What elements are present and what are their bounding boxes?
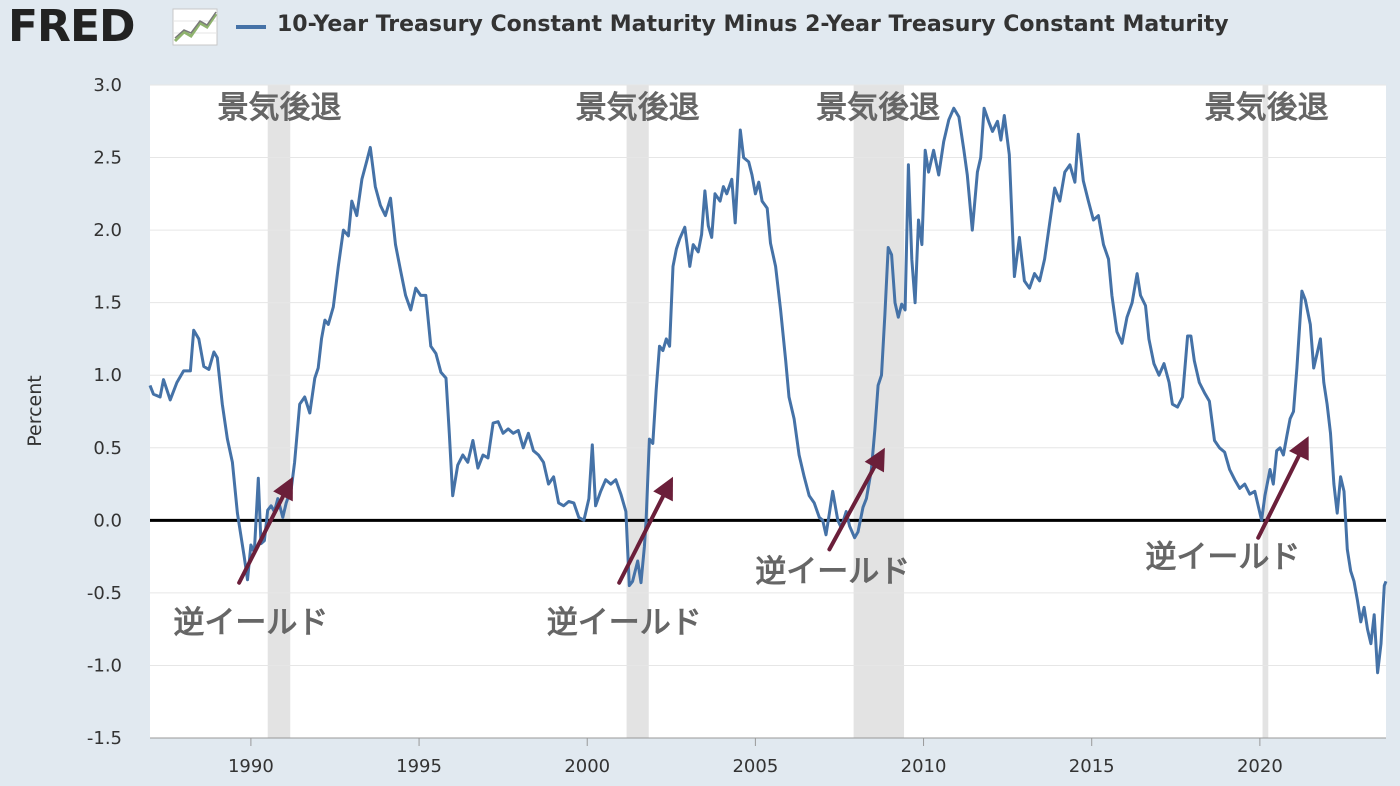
annotation-arrow-head (653, 476, 673, 502)
y-axis: -1.5 -1.0 -0.5 0.0 0.5 1.0 1.5 2.0 2.5 3.0 (87, 75, 122, 749)
y-tick-label: 2.5 (93, 148, 122, 169)
annotation-arrow-shaft (617, 494, 666, 585)
x-tick-label: 2020 (1237, 756, 1283, 777)
annotation-label: 景気後退 (816, 90, 940, 126)
y-axis-label: Percent (24, 375, 46, 447)
recession-band (853, 85, 905, 738)
chart-header: FRED 10-Year Treasury Constant Maturity … (0, 0, 1400, 60)
annotation-label: 景気後退 (576, 90, 700, 126)
recession-band (1262, 85, 1269, 738)
legend-swatch (236, 25, 266, 29)
series-lines (148, 106, 1388, 675)
annotation-arrow-head (273, 476, 293, 502)
annotation-label: 逆イールド (173, 605, 328, 641)
y-tick-label: -1.5 (87, 728, 122, 749)
x-axis: 1990 1995 2000 2005 2010 2015 2020 (150, 737, 1386, 777)
x-tick-label: 2005 (732, 756, 778, 777)
recession-bands (150, 85, 1386, 738)
annotation-arrow-head (864, 447, 885, 473)
y-tick-label: 0.5 (93, 438, 122, 459)
x-tick-label: 2015 (1069, 756, 1115, 777)
x-tick-label: 1995 (396, 756, 442, 777)
y-tick-label: -0.5 (87, 583, 122, 604)
series-line (148, 106, 1388, 675)
annotation-arrow-shaft (827, 465, 877, 552)
annotation-arrow-shaft (237, 494, 285, 585)
y-tick-label: 3.0 (93, 75, 122, 96)
fred-logo[interactable]: FRED (8, 1, 136, 52)
line-chart-icon (172, 8, 218, 46)
legend-series-label: 10-Year Treasury Constant Maturity Minus… (277, 12, 1229, 37)
x-tick-label: 1990 (228, 756, 274, 777)
annotation-arrow-shaft (1256, 453, 1301, 540)
y-tick-label: 1.5 (93, 293, 122, 314)
y-tick-label: -1.0 (87, 655, 122, 676)
x-tick-label: 2010 (901, 756, 947, 777)
plot-area (150, 85, 1386, 738)
annotation-label: 景気後退 (1205, 90, 1329, 126)
annotation-label: 逆イールド (755, 554, 910, 590)
annotation-label: 逆イールド (547, 605, 702, 641)
y-tick-label: 1.0 (93, 365, 122, 386)
annotation-label: 逆イールド (1145, 540, 1300, 576)
y-tick-label: 2.0 (93, 220, 122, 241)
recession-band (267, 85, 291, 738)
y-tick-label: 0.0 (93, 510, 122, 531)
annotation-arrow-head (1289, 436, 1309, 461)
x-tick-label: 2000 (564, 756, 610, 777)
annotation-label: 景気後退 (217, 90, 341, 126)
annotation-arrows (237, 436, 1309, 585)
